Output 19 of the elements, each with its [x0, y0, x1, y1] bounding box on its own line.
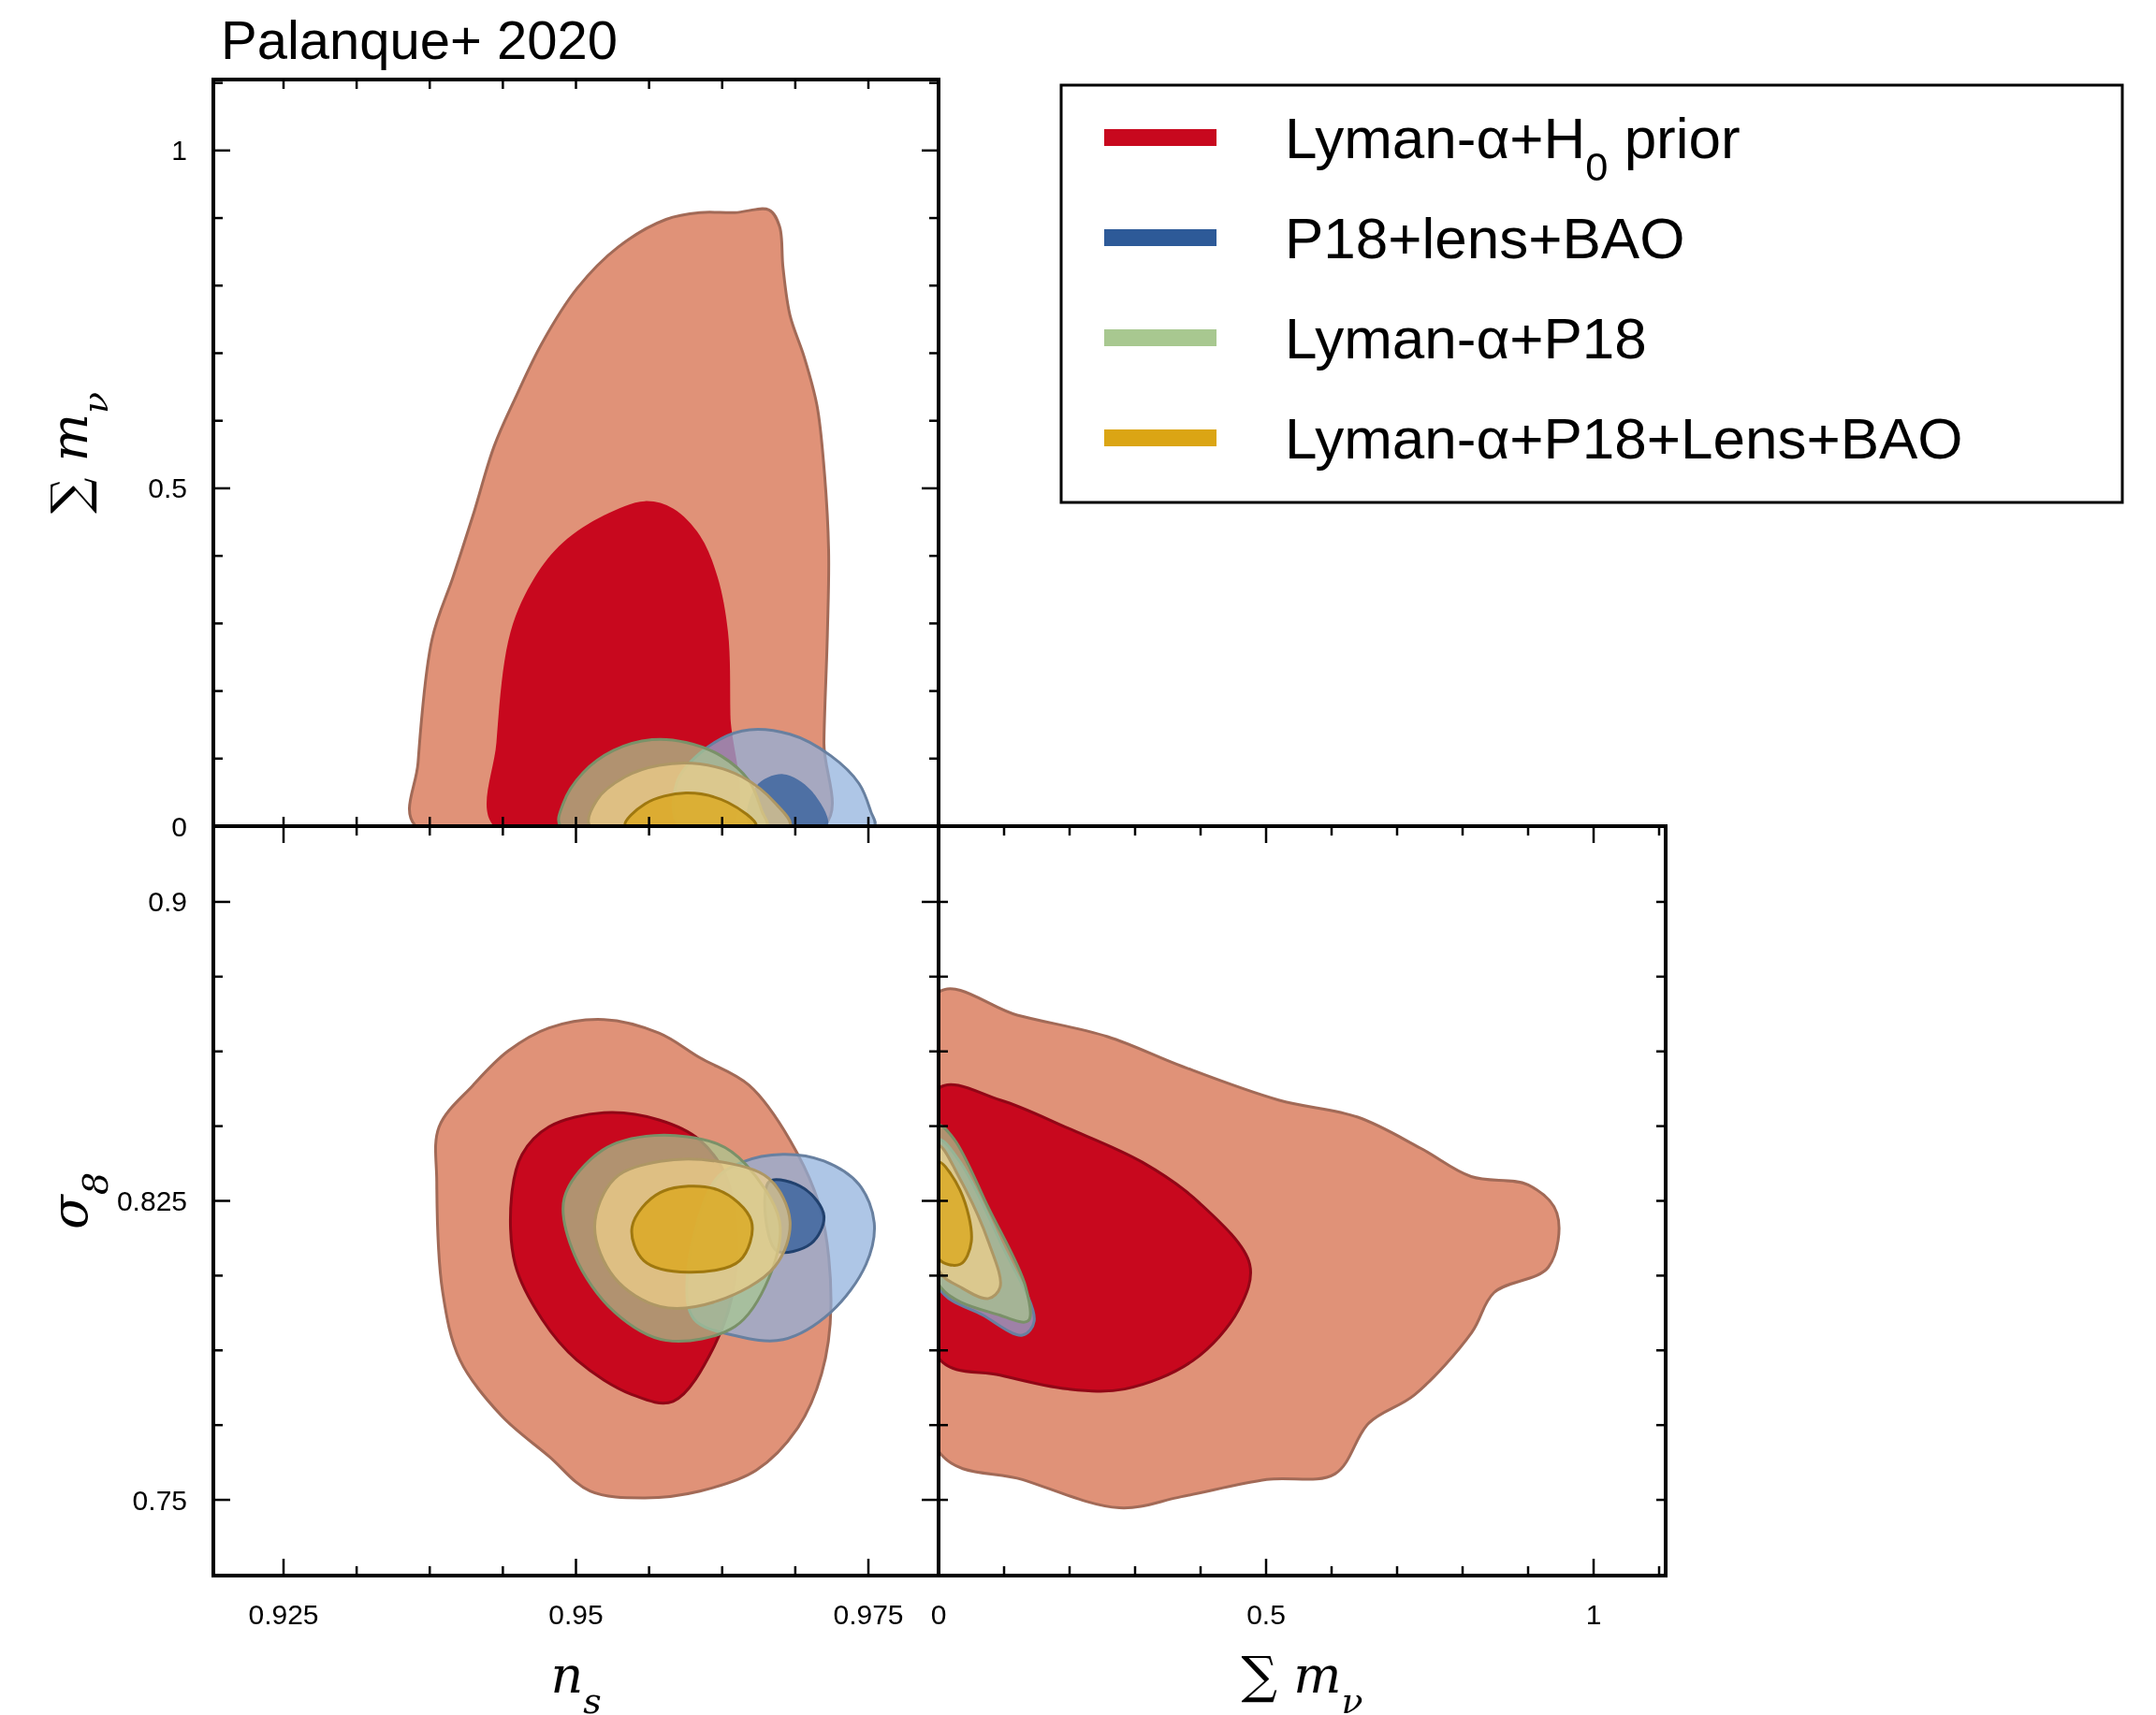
x-tick-label: 1	[1585, 1599, 1602, 1630]
x-tick-label: 0.95	[548, 1599, 604, 1630]
y-tick-label: 0.9	[148, 886, 187, 918]
legend-label: Lyman-α+H$_{0}$ prior	[1285, 105, 1741, 189]
legend-label: Lyman-α+P18+Lens+BAO	[1285, 405, 1963, 471]
legend-label: P18+lens+BAO	[1285, 205, 1685, 270]
x-axis-title: n$_{s}$	[550, 1646, 602, 1715]
y-tick-label: 0	[171, 810, 187, 842]
y-tick-label: 0.825	[116, 1185, 187, 1216]
x-axis-title: ∑ m$_{ν}$	[1241, 1646, 1363, 1715]
y-tick-label: 1	[171, 135, 187, 167]
x-tick-label: 0.5	[1246, 1599, 1286, 1630]
x-tick-label: 0.925	[248, 1599, 319, 1630]
x-tick-label: 0.975	[833, 1599, 904, 1630]
legend-label: Lyman-α+P18	[1285, 305, 1647, 371]
x-tick-label: 0	[930, 1599, 947, 1630]
chart-title: Palanque+ 2020	[221, 9, 619, 70]
y-tick-label: 0.75	[132, 1484, 187, 1516]
y-tick-label: 0.5	[148, 472, 187, 504]
